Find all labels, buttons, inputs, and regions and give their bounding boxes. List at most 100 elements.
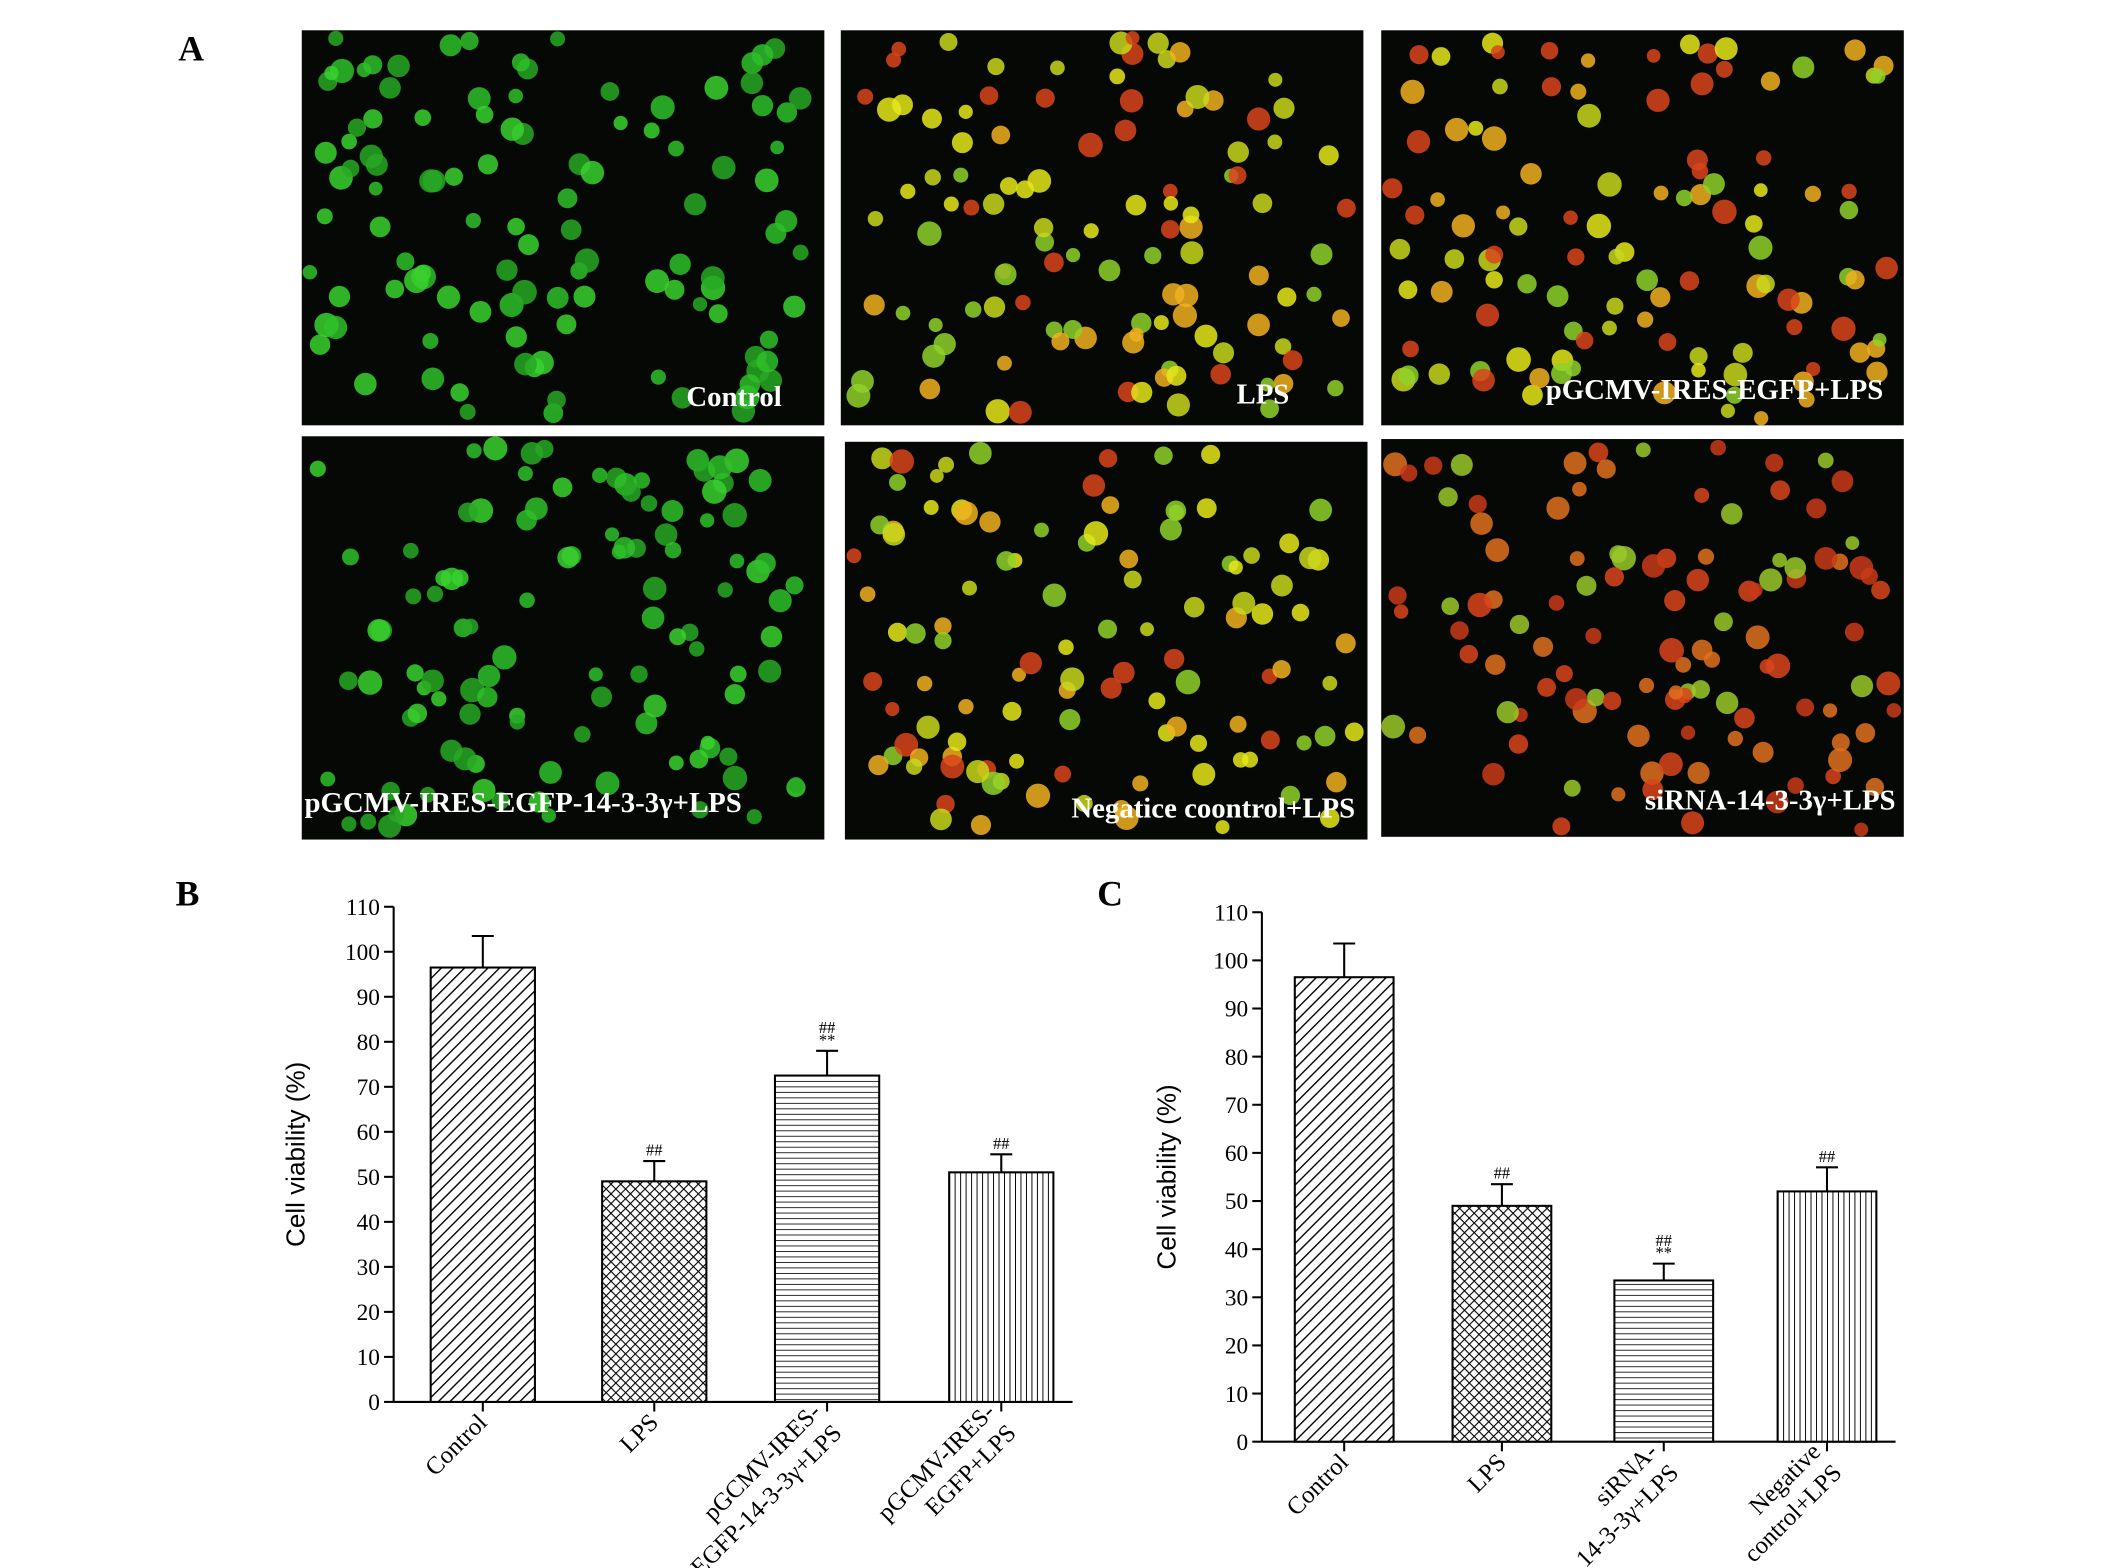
cell (1131, 381, 1153, 403)
cell (1252, 193, 1273, 214)
cell (943, 196, 959, 212)
significance: ## (646, 1141, 662, 1160)
cell (1044, 252, 1064, 273)
cell (748, 468, 772, 492)
cell (1189, 734, 1208, 752)
cell (1604, 567, 1625, 587)
cell (889, 473, 906, 491)
cell (1845, 270, 1865, 290)
cell (1034, 522, 1049, 538)
y-tick-label: 40 (1225, 1237, 1248, 1263)
cell (1409, 726, 1427, 744)
cell (591, 686, 612, 708)
cell (729, 553, 745, 569)
cell (405, 588, 422, 605)
bar (1776, 1190, 1878, 1443)
cell (846, 548, 862, 564)
cell (1050, 60, 1065, 76)
cell (970, 814, 992, 836)
cell (1279, 533, 1300, 554)
cell (1169, 42, 1191, 63)
cell (363, 109, 383, 129)
cell (1765, 453, 1784, 472)
cell (1125, 31, 1140, 45)
cell (635, 712, 658, 735)
cell (387, 54, 410, 78)
cell (1668, 685, 1683, 700)
cell (1405, 205, 1425, 225)
bar (773, 1074, 881, 1403)
cell (1875, 256, 1898, 280)
cell (1182, 206, 1200, 224)
cell (1232, 591, 1256, 615)
cell (1306, 286, 1322, 302)
cell (1546, 496, 1570, 520)
cell (453, 747, 477, 771)
cell (369, 216, 391, 238)
cell (466, 443, 482, 459)
cell (1646, 88, 1670, 112)
cell (923, 500, 939, 515)
y-tick-label: 60 (357, 1120, 380, 1146)
cell (1409, 45, 1429, 65)
cell (1609, 545, 1627, 563)
cell (357, 670, 383, 695)
cell (643, 694, 667, 718)
cell (966, 760, 990, 784)
cell (630, 665, 648, 683)
y-tick-label: 10 (1225, 1382, 1248, 1408)
cell (426, 585, 444, 603)
cell (1393, 604, 1409, 619)
cell (1210, 363, 1231, 385)
cell (1576, 575, 1597, 596)
cell (905, 758, 923, 775)
cell (535, 439, 554, 459)
cell (379, 77, 401, 99)
cell (1697, 548, 1715, 565)
cell (613, 115, 628, 131)
cell (859, 586, 876, 602)
cell (724, 683, 746, 705)
cell (746, 809, 762, 825)
cell (1726, 386, 1744, 404)
cell (588, 667, 603, 682)
cell (406, 664, 424, 682)
cell (1860, 567, 1878, 585)
cell (991, 125, 1011, 145)
image-label: pGCMV-IRES-EGFP-14-3-3γ+LPS (304, 787, 741, 819)
cell (756, 350, 779, 373)
cell (939, 32, 958, 51)
cell (751, 44, 774, 66)
cell (1588, 442, 1609, 463)
y-tick-label: 110 (1214, 900, 1248, 926)
cell (754, 552, 776, 575)
cell (1332, 309, 1350, 327)
cell (1459, 644, 1479, 664)
cell (917, 221, 942, 246)
cell (1119, 549, 1139, 569)
image-label: siRNA-14-3-3γ+LPS (1645, 784, 1896, 816)
cell (458, 502, 478, 523)
cell (328, 285, 351, 308)
y-tick-label: 90 (1225, 997, 1248, 1023)
cell (462, 618, 479, 635)
cell (947, 732, 967, 752)
cell (645, 269, 669, 294)
cell (465, 212, 481, 229)
cell (1251, 603, 1274, 625)
cell (1083, 223, 1099, 239)
cell (1770, 480, 1790, 501)
cell (1163, 648, 1185, 670)
cell (1400, 79, 1425, 104)
cell (557, 188, 578, 209)
cell (1755, 150, 1772, 166)
cell (1144, 247, 1162, 265)
cell (1247, 313, 1270, 337)
y-tick-label: 0 (368, 1390, 380, 1416)
cell (1636, 269, 1658, 292)
y-tick-label: 30 (1225, 1286, 1248, 1312)
cell (1248, 265, 1269, 286)
cell (1326, 771, 1347, 793)
cell (1160, 220, 1180, 239)
cell (1162, 283, 1185, 306)
